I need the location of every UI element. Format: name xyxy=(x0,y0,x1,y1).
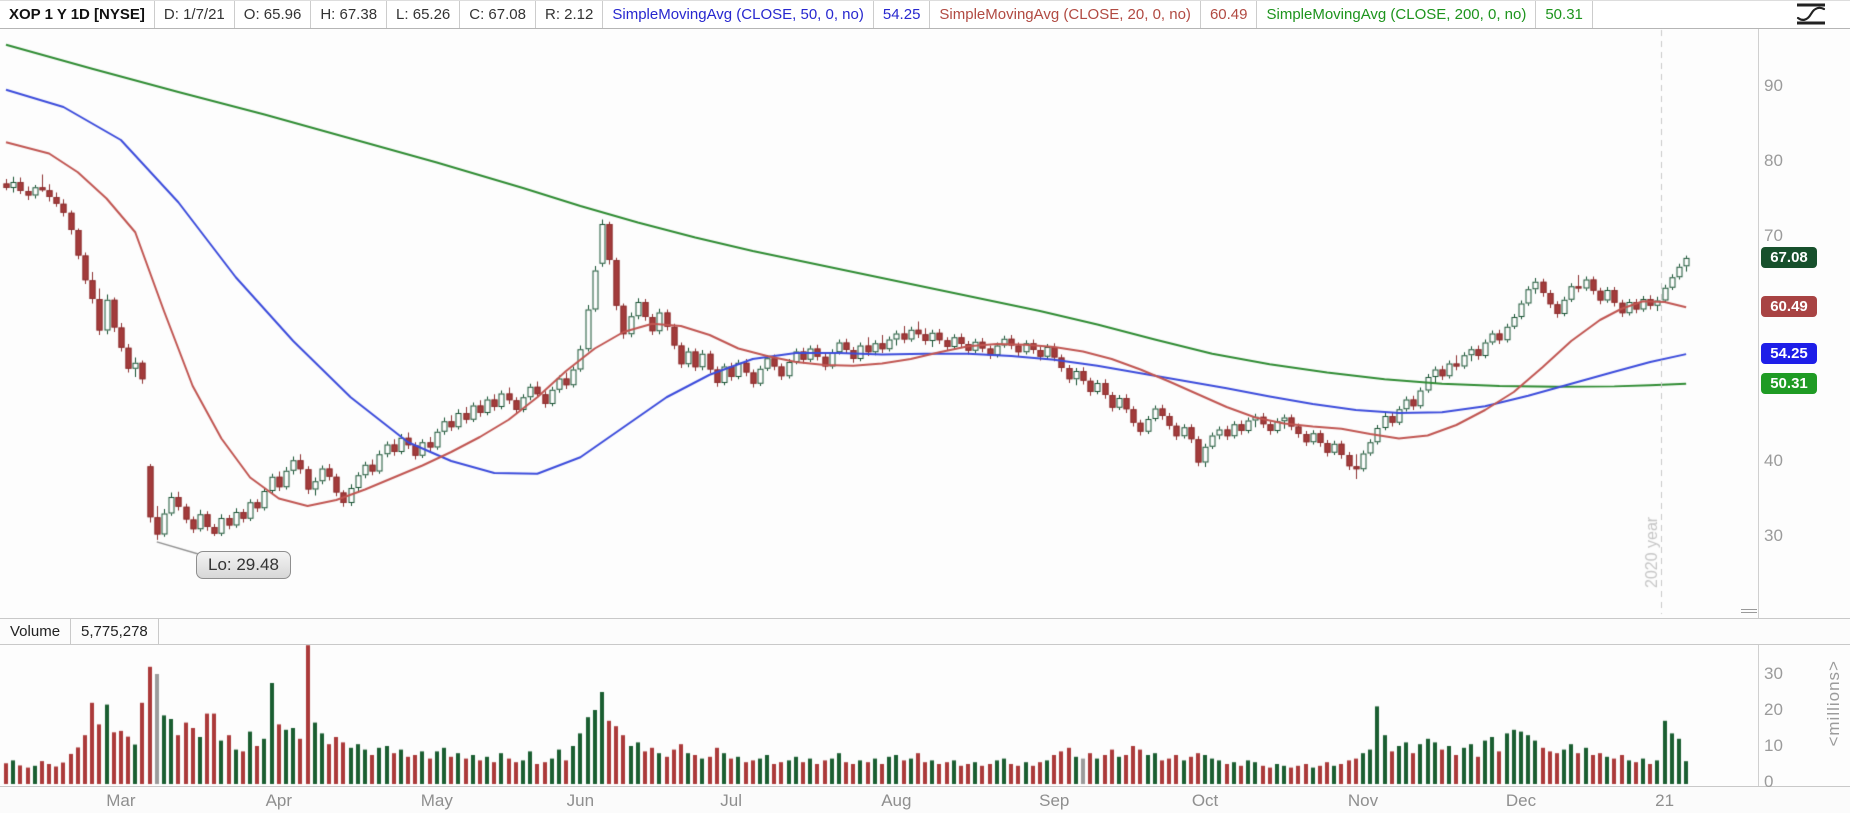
range-readout: R: 2.12 xyxy=(536,1,604,28)
month-label-Nov: Nov xyxy=(1347,791,1379,810)
volume-label: Volume xyxy=(0,619,72,644)
study-sma50-value: 54.25 xyxy=(874,1,931,28)
chart-style-icon[interactable] xyxy=(1794,2,1828,26)
month-label-Jul: Jul xyxy=(720,791,743,810)
price-tick-40: 40 xyxy=(1764,451,1783,470)
volume-tick-30: 30 xyxy=(1764,664,1783,683)
date-readout: D: 1/7/21 xyxy=(155,1,235,28)
month-label-May: May xyxy=(420,791,453,810)
volume-tick-20: 20 xyxy=(1764,700,1783,719)
price-badge-60.49: 60.49 xyxy=(1761,296,1817,318)
month-label-Mar: Mar xyxy=(106,791,136,810)
volume-tick-0: 0 xyxy=(1764,772,1774,791)
month-label-Dec: Dec xyxy=(1505,791,1537,810)
month-label-Oct: Oct xyxy=(1191,791,1219,810)
symbol-title[interactable]: XOP 1 Y 1D [NYSE] xyxy=(0,1,155,28)
chart-header-bar: XOP 1 Y 1D [NYSE] D: 1/7/21 O: 65.96 H: 67.… xyxy=(0,0,1850,29)
price-tick-80: 80 xyxy=(1764,151,1783,170)
open-readout: O: 65.96 xyxy=(235,1,312,28)
low-price-callout: Lo: 29.48 xyxy=(196,551,291,579)
study-sma200-label[interactable]: SimpleMovingAvg (CLOSE, 200, 0, no) xyxy=(1257,1,1537,28)
study-sma20-label[interactable]: SimpleMovingAvg (CLOSE, 20, 0, no) xyxy=(930,1,1201,28)
pane-resize-handle[interactable] xyxy=(1740,607,1758,615)
study-sma200-value: 50.31 xyxy=(1536,1,1593,28)
month-label-Aug: Aug xyxy=(881,791,912,810)
price-tick-70: 70 xyxy=(1764,226,1783,245)
month-label-Sep: Sep xyxy=(1039,791,1070,810)
month-label-Jun: Jun xyxy=(566,791,595,810)
volume-tick-10: 10 xyxy=(1764,736,1783,755)
price-tick-90: 90 xyxy=(1764,76,1783,95)
study-sma50-label[interactable]: SimpleMovingAvg (CLOSE, 50, 0, no) xyxy=(603,1,874,28)
study-sma20-value: 60.49 xyxy=(1201,1,1258,28)
month-label-Apr: Apr xyxy=(265,791,293,810)
low-readout: L: 65.26 xyxy=(387,1,461,28)
high-readout: H: 67.38 xyxy=(311,1,388,28)
volume-value: 5,775,278 xyxy=(71,619,159,644)
time-axis: Mar Apr May Jun Jul Aug Sep Oct Nov Dec 21 xyxy=(0,786,1850,813)
price-tick-30: 30 xyxy=(1764,526,1783,545)
plot-right-border xyxy=(1758,28,1759,786)
close-readout: C: 67.08 xyxy=(460,1,536,28)
volume-units-label: <millions> xyxy=(1824,660,1843,747)
price-badge-54.25: 54.25 xyxy=(1761,343,1817,365)
volume-strip: Volume 5,775,278 xyxy=(0,618,1850,645)
month-label-21: 21 xyxy=(1655,791,1675,810)
price-badge-50.31: 50.31 xyxy=(1761,372,1817,394)
price-badge-67.08: 67.08 xyxy=(1761,246,1817,268)
